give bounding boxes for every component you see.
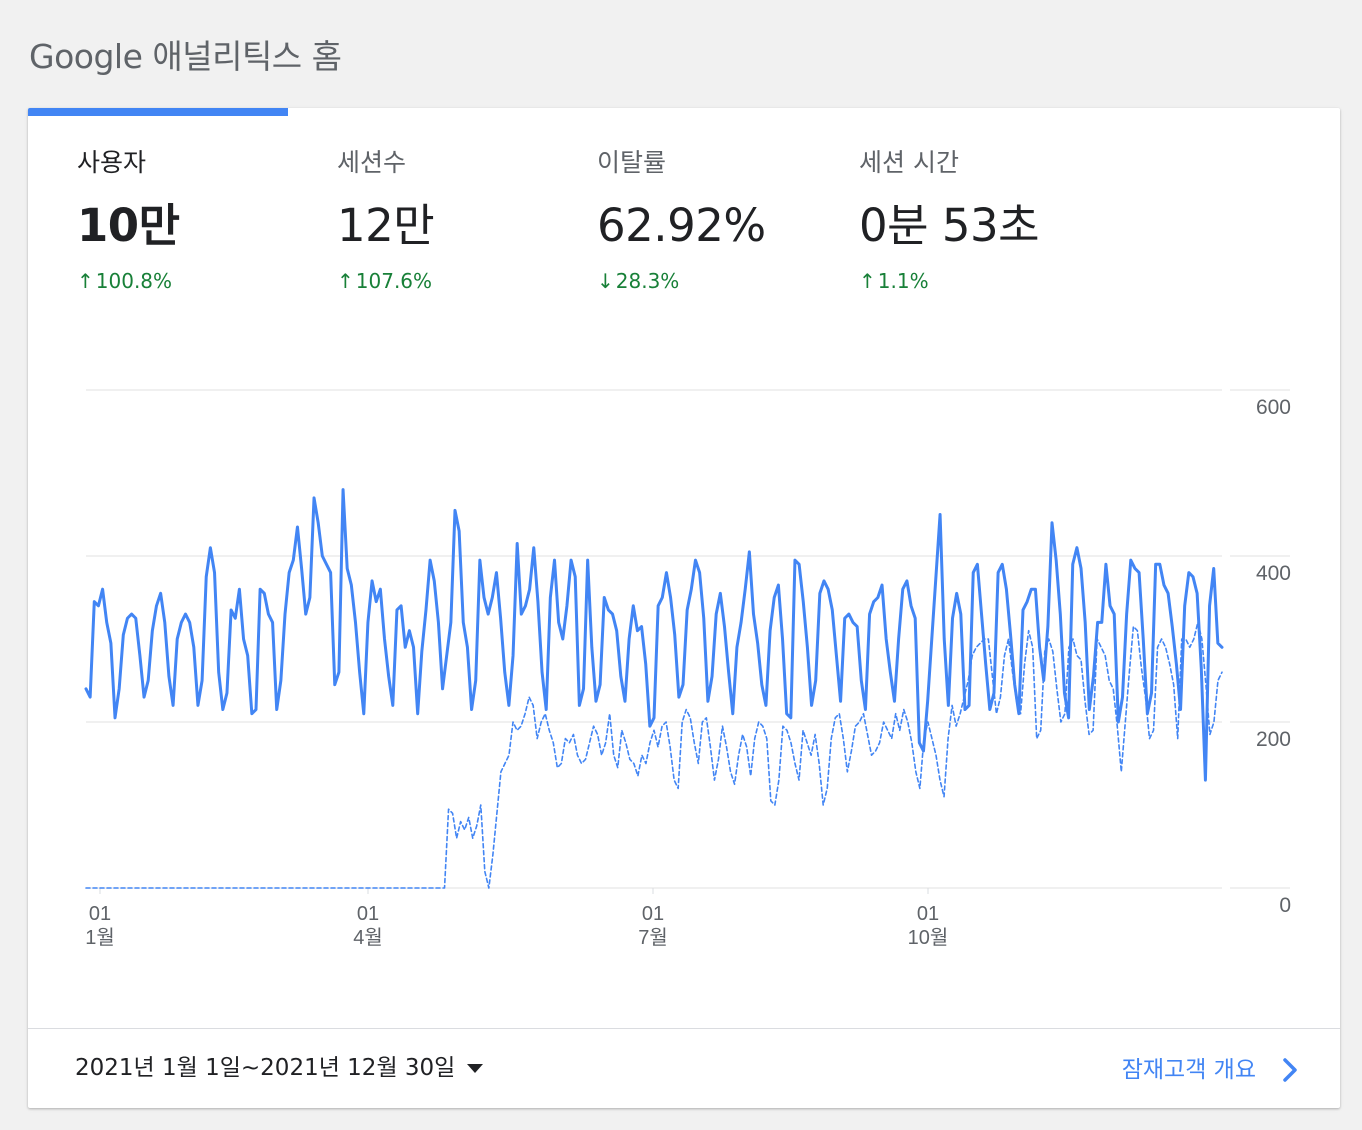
footer-divider [28,1028,1340,1029]
arrow-up-icon: ↑ [77,269,94,293]
page-title: Google 애널리틱스 홈 [29,37,342,76]
metric-value: 12만 [337,199,435,252]
metric-tab-sessions[interactable]: 세션수 12만 ↑ 107.6% [337,146,587,294]
metric-value: 62.92% [597,199,766,252]
y-tick-label: 200 [1256,728,1291,751]
metric-label: 세션수 [337,148,407,177]
x-tick-month: 1월 [85,926,115,949]
metric-label: 세션 시간 [859,148,959,177]
series-line-previous [85,621,1223,889]
metric-tab-session-duration[interactable]: 세션 시간 0분 53초 ↑ 1.1% [859,146,1109,294]
arrow-up-icon: ↑ [859,269,876,293]
metric-label: 사용자 [77,148,147,177]
date-range-label: 2021년 1월 1일~2021년 12월 30일 [75,1055,456,1081]
x-tick-month: 7월 [638,926,668,949]
metric-change-value: 1.1% [877,269,929,293]
chevron-right-icon [1283,1058,1297,1082]
y-tick-label: 400 [1256,562,1291,585]
metric-label: 이탈률 [597,148,667,177]
metric-change: ↓ 28.3% [597,268,847,294]
metric-value: 0분 53초 [859,199,1040,252]
metric-change: ↑ 107.6% [337,268,587,294]
audience-overview-label: 잠재고객 개요 [1121,1057,1256,1083]
audience-overview-link[interactable]: 잠재고객 개요 [1122,1050,1300,1090]
y-tick-label: 600 [1256,396,1291,419]
metric-change: ↑ 1.1% [859,268,1109,294]
x-tick-month: 10월 [908,926,949,949]
metric-change-value: 28.3% [615,269,680,293]
metric-value: 10만 [77,199,180,252]
line-chart[interactable]: 600 400 200 0 01 1월 01 4월 01 7월 01 10월 [28,108,1340,1108]
x-tick-day: 01 [357,903,379,925]
x-tick-day: 01 [642,903,664,925]
active-tab-indicator [28,108,288,116]
metric-tab-users[interactable]: 사용자 10만 ↑ 100.8% [77,146,327,294]
date-range-selector[interactable]: 2021년 1월 1일~2021년 12월 30일 [75,1048,484,1088]
summary-card: 사용자 10만 ↑ 100.8% 세션수 12만 ↑ 107.6% 이탈률 62.9… [28,108,1340,1108]
metric-change-value: 100.8% [95,269,173,293]
arrow-down-icon: ↓ [597,269,614,293]
arrow-up-icon: ↑ [337,269,354,293]
caret-down-icon [467,1063,484,1073]
x-tick-day: 01 [89,903,111,925]
x-tick-month: 4월 [353,926,383,949]
metric-tab-bounce-rate[interactable]: 이탈률 62.92% ↓ 28.3% [597,146,847,294]
metric-change-value: 107.6% [355,269,433,293]
y-tick-label: 0 [1279,894,1291,917]
x-tick-day: 01 [917,903,939,925]
metric-change: ↑ 100.8% [77,268,327,294]
series-line-current [84,488,1224,782]
